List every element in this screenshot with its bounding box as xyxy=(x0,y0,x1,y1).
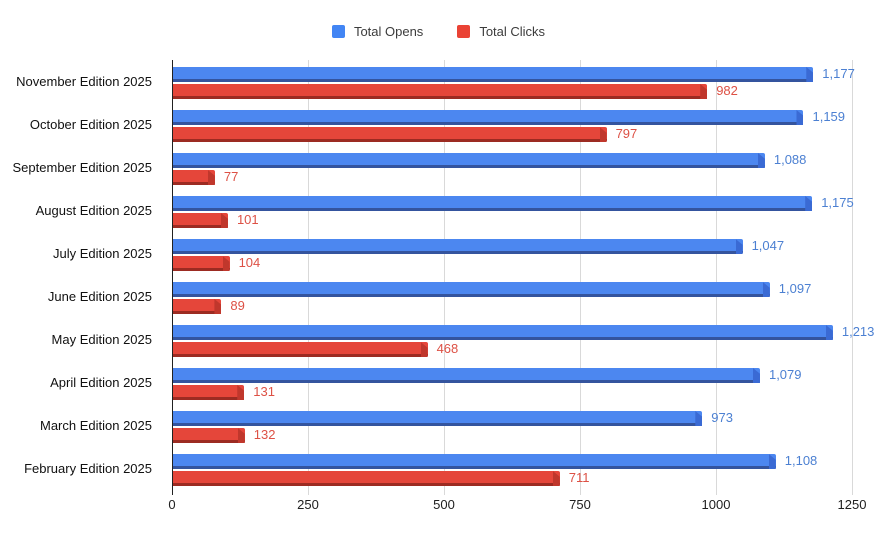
bar-total-opens[interactable] xyxy=(173,368,760,383)
value-label-total-clicks: 711 xyxy=(568,470,590,485)
x-tick-label: 750 xyxy=(569,497,591,512)
bar-total-clicks[interactable] xyxy=(173,428,245,443)
value-label-total-clicks: 101 xyxy=(236,212,259,227)
category-label: June Edition 2025 xyxy=(47,289,152,304)
value-label-total-clicks: 104 xyxy=(238,255,261,270)
bar-total-clicks[interactable] xyxy=(173,342,428,357)
legend-label-total-clicks: Total Clicks xyxy=(479,24,546,39)
y-axis-line xyxy=(172,60,173,495)
value-label-total-opens: 1,213 xyxy=(841,324,875,339)
value-label-total-clicks: 131 xyxy=(253,384,275,399)
bar-total-opens[interactable] xyxy=(173,196,813,211)
bar-total-clicks[interactable] xyxy=(173,471,560,486)
bar-total-clicks[interactable] xyxy=(173,256,230,271)
value-label-total-opens: 1,047 xyxy=(751,238,785,253)
chart-legend: Total Opens Total Clicks xyxy=(0,24,877,39)
value-label-total-opens: 1,097 xyxy=(778,281,812,296)
bar-total-clicks[interactable] xyxy=(173,385,245,400)
value-label-total-clicks: 468 xyxy=(436,341,459,356)
x-tick-label: 250 xyxy=(297,497,319,512)
category-label: July Edition 2025 xyxy=(52,246,152,261)
gridline xyxy=(716,60,717,495)
bar-total-opens[interactable] xyxy=(173,239,743,254)
gridline xyxy=(444,60,445,495)
plot-area: 1,177 982 1,159 797 1,088 77 1,175 101 1,047 104 1… xyxy=(172,60,874,495)
category-label: February Edition 2025 xyxy=(24,461,152,476)
value-label-total-opens: 1,159 xyxy=(812,109,846,124)
category-label: October Edition 2025 xyxy=(29,117,152,132)
bar-total-opens[interactable] xyxy=(173,454,776,469)
bar-total-opens[interactable] xyxy=(173,411,703,426)
x-tick-label: 0 xyxy=(168,497,176,512)
category-label: May Edition 2025 xyxy=(51,332,152,347)
x-axis: 0 250 500 750 1000 1250 xyxy=(168,497,866,513)
bar-total-clicks[interactable] xyxy=(173,213,228,228)
x-tick-label: 1000 xyxy=(701,497,731,512)
value-label-total-clicks: 797 xyxy=(615,126,638,141)
value-label-total-clicks: 77 xyxy=(223,169,239,184)
legend-swatch-opens-icon xyxy=(331,25,345,38)
x-tick-label: 1250 xyxy=(837,497,867,512)
value-label-total-clicks: 132 xyxy=(253,427,276,442)
bar-total-opens[interactable] xyxy=(173,110,804,125)
value-label-total-opens: 1,088 xyxy=(773,152,807,167)
bar-total-clicks[interactable] xyxy=(173,170,215,185)
gridline xyxy=(852,60,853,495)
gridline xyxy=(580,60,581,495)
value-label-total-opens: 973 xyxy=(711,410,733,425)
gridline xyxy=(308,60,309,495)
legend-swatch-clicks-icon xyxy=(457,25,471,38)
bar-total-opens[interactable] xyxy=(173,67,814,82)
category-label: March Edition 2025 xyxy=(39,418,152,433)
bar-total-clicks[interactable] xyxy=(173,84,708,99)
category-label: November Edition 2025 xyxy=(16,74,152,89)
value-label-total-clicks: 982 xyxy=(716,83,738,98)
bar-total-clicks[interactable] xyxy=(173,299,222,314)
value-label-total-opens: 1,177 xyxy=(822,66,855,81)
bar-total-opens[interactable] xyxy=(173,325,833,340)
value-label-total-opens: 1,175 xyxy=(821,195,854,210)
bar-total-opens[interactable] xyxy=(173,282,770,297)
value-label-total-opens: 1,079 xyxy=(768,367,802,382)
legend-item-total-clicks[interactable]: Total Clicks xyxy=(457,24,545,39)
x-tick-label: 500 xyxy=(433,497,455,512)
value-label-total-opens: 1,108 xyxy=(784,453,818,468)
category-label: April Edition 2025 xyxy=(50,375,152,390)
category-label: August Edition 2025 xyxy=(35,203,152,218)
bar-total-clicks[interactable] xyxy=(173,127,607,142)
bar-total-opens[interactable] xyxy=(173,153,765,168)
legend-label-total-opens: Total Opens xyxy=(353,24,424,39)
category-labels: November Edition 2025 October Edition 202… xyxy=(0,60,162,490)
category-label: September Edition 2025 xyxy=(12,160,152,175)
value-label-total-clicks: 89 xyxy=(230,298,245,313)
legend-item-total-opens[interactable]: Total Opens xyxy=(331,24,424,39)
